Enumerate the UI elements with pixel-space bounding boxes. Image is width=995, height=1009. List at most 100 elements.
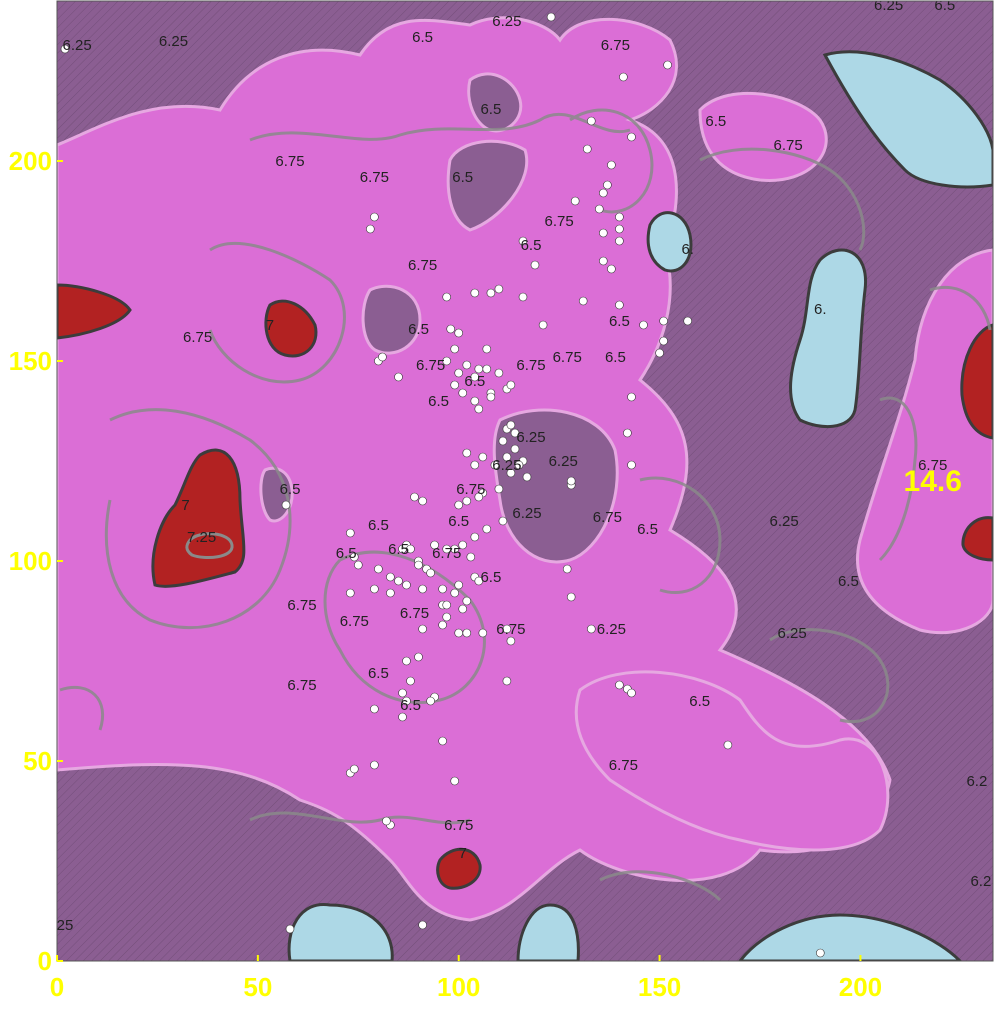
data-point [345, 528, 355, 538]
contour-label: 6.75 [773, 137, 802, 154]
contour-label: 6.25 [874, 0, 903, 14]
data-point [615, 300, 624, 310]
data-point [627, 688, 636, 698]
data-point [723, 740, 733, 750]
data-point [414, 560, 423, 570]
data-point [562, 564, 572, 574]
data-point [478, 452, 488, 462]
contour-label: 6.75 [553, 349, 582, 366]
contour-label: 6.5 [408, 321, 429, 338]
data-point [603, 180, 612, 190]
data-point [478, 628, 488, 638]
data-point [482, 364, 492, 374]
region-level-6-bottom-right [738, 913, 963, 961]
contour-label: 6.75 [496, 621, 525, 638]
data-point [462, 448, 472, 458]
contour-label: 6.5 [280, 481, 301, 498]
region-level-6-bottom-mid [516, 903, 580, 961]
x-tick-label: 100 [437, 972, 480, 1002]
contour-label: 6.75 [287, 597, 316, 614]
contour-label: 6.25 [492, 457, 521, 474]
data-point [345, 588, 355, 598]
data-point [607, 160, 616, 170]
contour-label: 7 [181, 497, 189, 514]
contour-label: 6.5 [609, 313, 630, 330]
contour-label: 6.2 [970, 873, 991, 890]
data-point [438, 620, 447, 630]
data-point [502, 624, 512, 634]
contour-label: 6.75 [287, 677, 316, 694]
contour-label: 6.5 [448, 513, 469, 530]
contour-label: 6.5 [452, 169, 473, 186]
data-point [365, 224, 375, 234]
contour-label: 6.5 [521, 237, 542, 254]
contour-label: 6. [681, 241, 694, 258]
data-point [514, 460, 524, 470]
y-tick-label: 50 [23, 746, 52, 776]
data-point [426, 696, 435, 706]
x-tick-label: 0 [50, 972, 64, 1002]
contour-label: 6.75 [183, 329, 212, 346]
data-point [442, 356, 452, 366]
data-point [494, 284, 504, 294]
data-point [442, 600, 452, 610]
contour-label: 6.5 [637, 521, 658, 538]
contour-label: 6.75 [918, 457, 947, 474]
contour-label: 6.25 [549, 453, 578, 470]
data-point [402, 696, 411, 706]
region-level-6-5-lower-right [574, 670, 890, 852]
data-point [458, 604, 468, 614]
data-point [498, 516, 508, 526]
contour-label: 6.75 [456, 481, 485, 498]
data-point [450, 588, 460, 598]
region-level-6-5-topright [698, 91, 828, 182]
data-point [446, 324, 456, 334]
contour-label: 6.75 [516, 357, 545, 374]
data-point [598, 188, 608, 198]
data-point [454, 368, 464, 378]
data-point [470, 460, 480, 470]
region-level-6-5-right [856, 248, 993, 635]
data-point [402, 656, 411, 666]
data-point [426, 568, 435, 578]
data-point [438, 584, 447, 594]
contour-label: 6.75 [416, 357, 445, 374]
data-point [619, 72, 628, 82]
data-point [406, 544, 415, 554]
data-point [566, 592, 576, 602]
contour-label: 6. [814, 301, 827, 318]
region-level-7-right-low [961, 516, 993, 562]
data-point [502, 452, 512, 462]
data-point [482, 524, 492, 534]
region-level-7-25 [185, 532, 234, 559]
data-point [474, 404, 484, 414]
data-point [506, 636, 516, 646]
data-point [353, 560, 363, 570]
data-point [615, 236, 624, 246]
x-axis: 0 50 100 150 200 [50, 955, 882, 1002]
data-point [450, 776, 460, 786]
contour-label: 6.75 [432, 545, 461, 562]
data-point [639, 320, 648, 330]
data-point [510, 428, 520, 438]
contour-label: 6.5 [400, 697, 421, 714]
data-point [438, 736, 447, 746]
data-point [378, 352, 387, 362]
data-point [406, 676, 415, 686]
data-point [506, 420, 516, 430]
data-point [470, 396, 480, 406]
data-point [370, 212, 379, 222]
data-point [474, 576, 484, 586]
contour-label: 6.5 [336, 545, 357, 562]
data-point [442, 612, 452, 622]
contour-label: 6.5 [705, 113, 726, 130]
data-point [598, 256, 608, 266]
data-point [462, 628, 472, 638]
region-level-7-leftmid [151, 448, 246, 588]
data-point [470, 288, 480, 298]
region-level-6-topright [822, 50, 993, 189]
data-point [615, 224, 624, 234]
data-point [462, 496, 472, 506]
contour-label: 7.25 [187, 529, 216, 546]
contour-label: 6.25 [512, 505, 541, 522]
